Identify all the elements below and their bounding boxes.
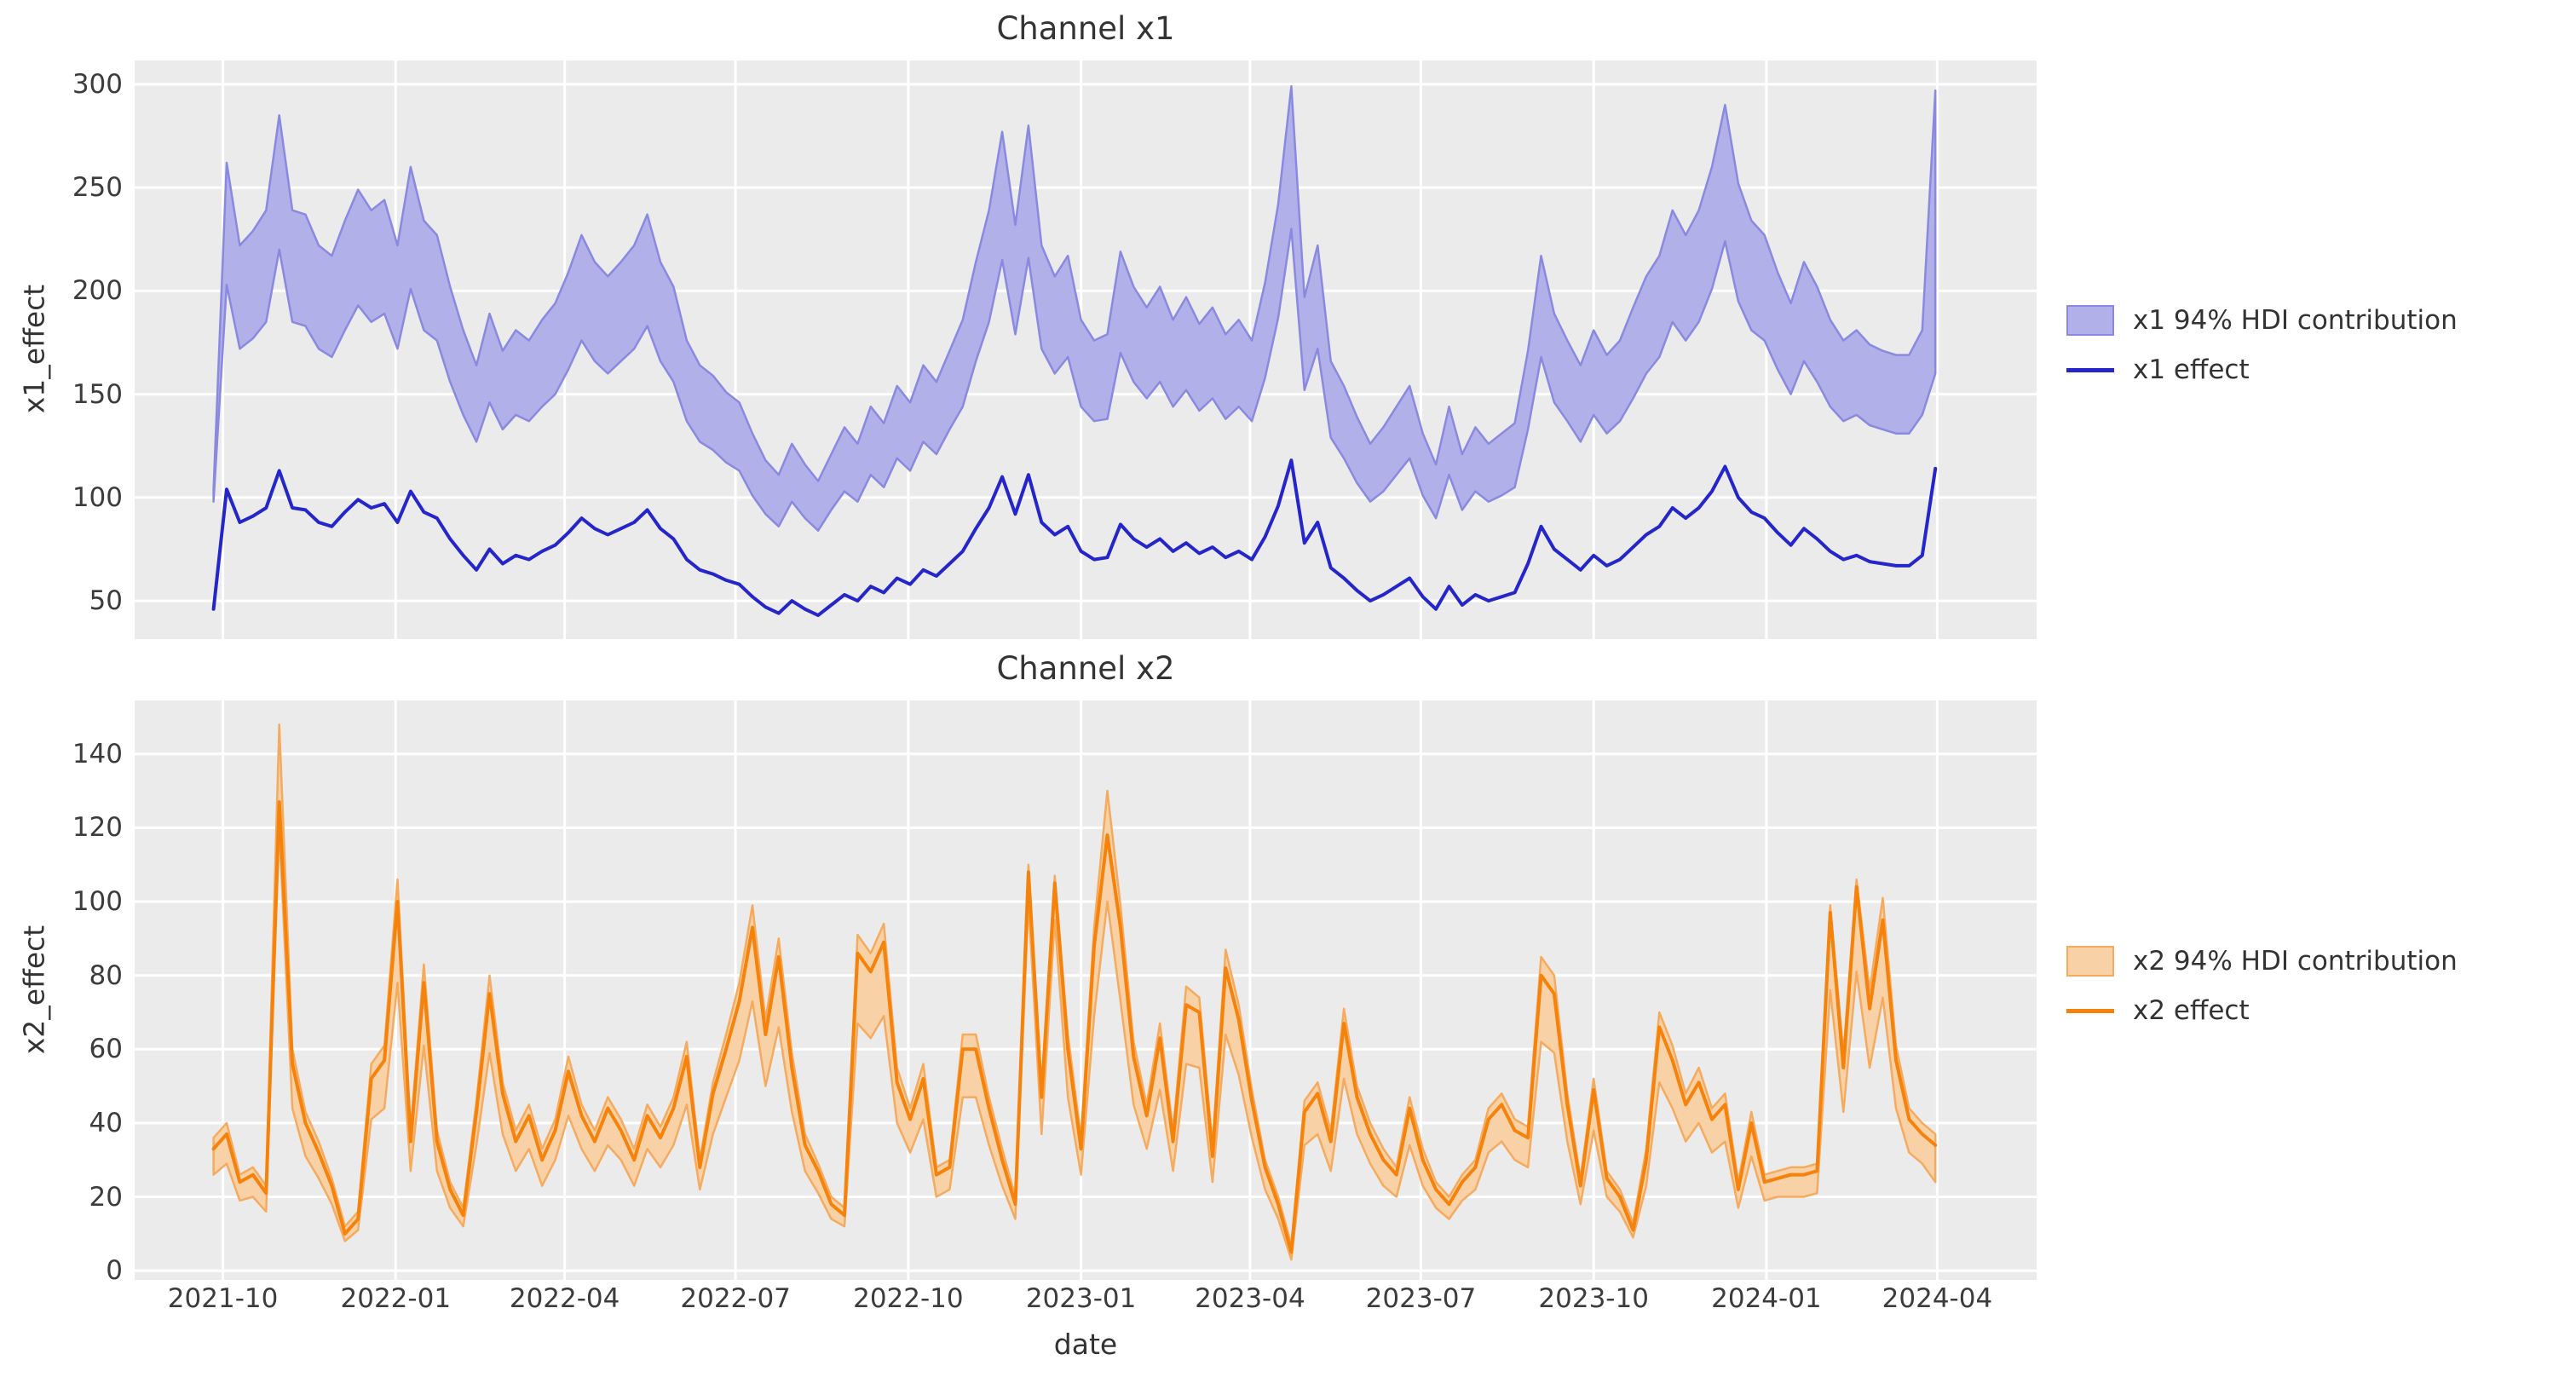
legend-item-x1-line: x1 effect: [2066, 354, 2458, 385]
line-swatch-icon: [2066, 1008, 2114, 1013]
legend-item-x2-band: x2 94% HDI contribution: [2066, 946, 2458, 977]
legend-label: x1 94% HDI contribution: [2133, 305, 2458, 336]
legend-label: x2 effect: [2133, 995, 2250, 1026]
y-tick-label: 60: [89, 1034, 123, 1065]
x-tick-label: 2022-01: [340, 1283, 452, 1314]
legend-item-x2-line: x2 effect: [2066, 995, 2458, 1026]
chart-title-x2: Channel x2: [996, 650, 1175, 687]
legend-x1: x1 94% HDI contribution x1 effect: [2066, 305, 2458, 385]
x-tick-label: 2021-10: [167, 1283, 279, 1314]
x-tick-label: 2024-04: [1882, 1283, 1993, 1314]
x-tick-label: 2023-01: [1025, 1283, 1137, 1314]
x-tick-label: 2023-04: [1195, 1283, 1305, 1314]
x-tick-label: 2023-07: [1365, 1283, 1477, 1314]
legend-x2: x2 94% HDI contribution x2 effect: [2066, 946, 2458, 1026]
y-tick-label: 40: [89, 1107, 123, 1138]
y-tick-label: 0: [106, 1255, 123, 1287]
x-tick-label: 2022-07: [680, 1283, 791, 1314]
y-tick-label: 150: [72, 378, 123, 410]
legend-label: x1 effect: [2133, 354, 2250, 385]
x-tick-label: 2023-10: [1538, 1283, 1649, 1314]
x-tick-label: 2022-10: [853, 1283, 964, 1314]
y-tick-label: 20: [89, 1181, 123, 1213]
band-swatch-icon: [2066, 305, 2114, 336]
legend-label: x2 94% HDI contribution: [2133, 946, 2458, 977]
plot-area-x1: [135, 61, 2037, 639]
x-axis-label: date: [1053, 1328, 1118, 1361]
chart-title-x1: Channel x1: [996, 10, 1175, 47]
x-tick-label: 2022-04: [509, 1283, 620, 1314]
y-tick-label: 100: [72, 886, 123, 918]
line-swatch-icon: [2066, 367, 2114, 372]
y-tick-label: 140: [72, 738, 123, 769]
y-tick-label: 100: [72, 481, 123, 513]
y-tick-label: 300: [72, 68, 123, 100]
x-tick-label: 2024-01: [1711, 1283, 1822, 1314]
y-tick-label: 120: [72, 812, 123, 844]
y-tick-label: 250: [72, 172, 123, 204]
y-tick-label: 50: [89, 585, 123, 617]
y-tick-label: 200: [72, 275, 123, 307]
band-swatch-icon: [2066, 946, 2114, 977]
y-axis-label-x1: x1_effect: [17, 284, 51, 414]
plot-area-x2: [135, 700, 2037, 1280]
legend-item-x1-band: x1 94% HDI contribution: [2066, 305, 2458, 336]
y-tick-label: 80: [89, 959, 123, 991]
